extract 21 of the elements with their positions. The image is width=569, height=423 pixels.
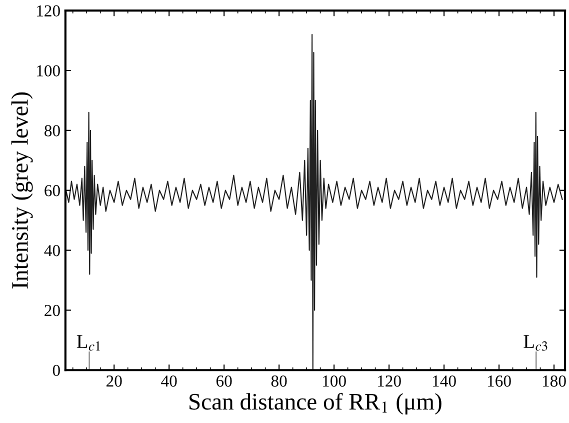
x-tick-label: 140 [433, 375, 456, 387]
x-tick-label: 100 [323, 375, 346, 387]
x-tick-label: 20 [106, 375, 122, 387]
y-axis-title: Intensity (grey level) [11, 92, 33, 288]
y-tick-label: 100 [37, 65, 60, 76]
x-tick-label: 160 [488, 375, 511, 387]
y-tick-label: 120 [37, 5, 60, 17]
line-series [65, 34, 563, 370]
y-tick-label: 20 [44, 304, 60, 316]
x-tick-label: 40 [161, 375, 177, 387]
ref-line-label: L$_{c1}$ [76, 335, 100, 351]
x-tick-label: 180 [542, 375, 566, 387]
x-tick-label: 80 [271, 375, 287, 387]
x-tick-label: 60 [216, 375, 232, 387]
x-tick-label: 120 [378, 375, 401, 387]
y-tick-label: 80 [44, 125, 60, 136]
y-tick-label: 60 [44, 185, 60, 196]
y-tick-label: 0 [52, 364, 60, 376]
x-axis-title: Scan distance of RR$_{1}$ (μm) [190, 392, 442, 415]
y-tick-label: 40 [44, 244, 60, 256]
ref-line-label: L$_{c3}$ [524, 335, 548, 351]
